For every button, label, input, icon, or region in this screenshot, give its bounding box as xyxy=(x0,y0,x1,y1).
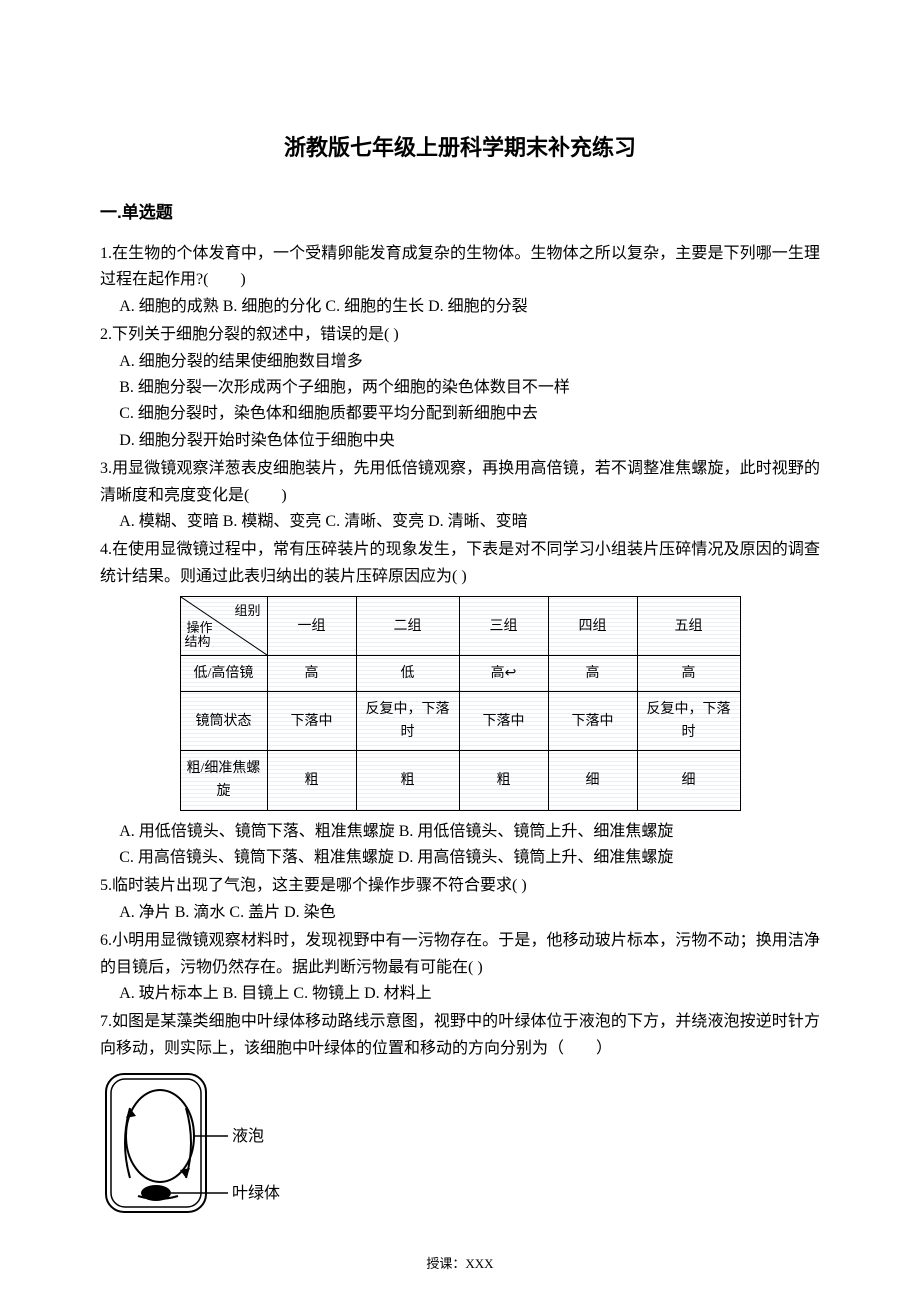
q4-table: 组别 操作 结构 一组 二组 三组 四组 五组 低/高倍镜 高 低 高↩ xyxy=(180,596,741,810)
cell-diagram-icon: 液泡 叶绿体 xyxy=(100,1068,290,1218)
question-7: 7.如图是某藻类细胞中叶绿体移动路线示意图，视野中的叶绿体位于液泡的下方，并绕液… xyxy=(100,1009,820,1227)
question-6: 6.小明用显微镜观察材料时，发现视野中有一污物存在。于是，他移动玻片标本，污物不… xyxy=(100,928,820,1007)
row1-c0: 下落中 xyxy=(267,692,356,751)
question-5: 5.临时装片出现了气泡，这主要是哪个操作步骤不符合要求( ) A. 净片 B. … xyxy=(100,873,820,926)
row0-c4: 高 xyxy=(637,656,740,692)
table-row: 粗/细准焦螺旋 粗 粗 粗 细 细 xyxy=(180,751,740,810)
q5-text: 5.临时装片出现了气泡，这主要是哪个操作步骤不符合要求( ) xyxy=(100,873,820,899)
row1-label: 镜筒状态 xyxy=(180,692,267,751)
row2-c1: 粗 xyxy=(356,751,459,810)
row2-label: 粗/细准焦螺旋 xyxy=(180,751,267,810)
table-col-3: 三组 xyxy=(459,597,548,656)
q7-text: 7.如图是某藻类细胞中叶绿体移动路线示意图，视野中的叶绿体位于液泡的下方，并绕液… xyxy=(100,1009,820,1062)
q2-opt-b: B. 细胞分裂一次形成两个子细胞，两个细胞的染色体数目不一样 xyxy=(119,375,820,401)
q4-text: 4.在使用显微镜过程中，常有压碎装片的现象发生，下表是对不同学习小组装片压碎情况… xyxy=(100,537,820,590)
q2-text: 2.下列关于细胞分裂的叙述中，错误的是( ) xyxy=(100,322,820,348)
table-col-4: 四组 xyxy=(548,597,637,656)
row1-c4: 反复中，下落时 xyxy=(637,692,740,751)
row2-c0: 粗 xyxy=(267,751,356,810)
question-1: 1.在生物的个体发育中，一个受精卵能发育成复杂的生物体。生物体之所以复杂，主要是… xyxy=(100,241,820,320)
q3-text: 3.用显微镜观察洋葱表皮细胞装片，先用低倍镜观察，再换用高倍镜，若不调整准焦螺旋… xyxy=(100,456,820,509)
q2-opt-c: C. 细胞分裂时，染色体和细胞质都要平均分配到新细胞中去 xyxy=(119,401,820,427)
row2-c4: 细 xyxy=(637,751,740,810)
q2-opt-a: A. 细胞分裂的结果使细胞数目增多 xyxy=(119,349,820,375)
diag-top-label: 组别 xyxy=(234,600,260,621)
q4-opts-line2: C. 用高倍镜头、镜筒下落、粗准焦螺旋 D. 用高倍镜头、镜筒上升、细准焦螺旋 xyxy=(119,845,820,871)
diag-bot-label: 结构 xyxy=(185,631,211,652)
table-col-1: 一组 xyxy=(267,597,356,656)
row0-c0: 高 xyxy=(267,656,356,692)
row0-c1: 低 xyxy=(356,656,459,692)
q3-options: A. 模糊、变暗 B. 模糊、变亮 C. 清晰、变亮 D. 清晰、变暗 xyxy=(100,509,820,535)
q5-options: A. 净片 B. 滴水 C. 盖片 D. 染色 xyxy=(100,900,820,926)
row1-c2: 下落中 xyxy=(459,692,548,751)
table-row: 镜筒状态 下落中 反复中，下落时 下落中 下落中 反复中，下落时 xyxy=(180,692,740,751)
table-col-5: 五组 xyxy=(637,597,740,656)
row0-c3: 高 xyxy=(548,656,637,692)
question-2: 2.下列关于细胞分裂的叙述中，错误的是( ) A. 细胞分裂的结果使细胞数目增多… xyxy=(100,322,820,454)
q1-text: 1.在生物的个体发育中，一个受精卵能发育成复杂的生物体。生物体之所以复杂，主要是… xyxy=(100,241,820,294)
q1-options: A. 细胞的成熟 B. 细胞的分化 C. 细胞的生长 D. 细胞的分裂 xyxy=(100,294,820,320)
row2-c3: 细 xyxy=(548,751,637,810)
chloroplast-label: 叶绿体 xyxy=(232,1184,280,1202)
q6-text: 6.小明用显微镜观察材料时，发现视野中有一污物存在。于是，他移动玻片标本，污物不… xyxy=(100,928,820,981)
q2-opt-d: D. 细胞分裂开始时染色体位于细胞中央 xyxy=(119,428,820,454)
question-3: 3.用显微镜观察洋葱表皮细胞装片，先用低倍镜观察，再换用高倍镜，若不调整准焦螺旋… xyxy=(100,456,820,535)
row0-label: 低/高倍镜 xyxy=(180,656,267,692)
q6-options: A. 玻片标本上 B. 目镜上 C. 物镜上 D. 材料上 xyxy=(100,981,820,1007)
page-title: 浙教版七年级上册科学期末补充练习 xyxy=(100,130,820,162)
row2-c2: 粗 xyxy=(459,751,548,810)
q7-figure: 液泡 叶绿体 xyxy=(100,1068,820,1227)
vacuole-label: 液泡 xyxy=(232,1127,264,1145)
table-header-row: 组别 操作 结构 一组 二组 三组 四组 五组 xyxy=(180,597,740,656)
question-4: 4.在使用显微镜过程中，常有压碎装片的现象发生，下表是对不同学习小组装片压碎情况… xyxy=(100,537,820,871)
q4-opts-line1: A. 用低倍镜头、镜筒下落、粗准焦螺旋 B. 用低倍镜头、镜筒上升、细准焦螺旋 xyxy=(119,819,820,845)
table-col-2: 二组 xyxy=(356,597,459,656)
row0-c2: 高↩ xyxy=(459,656,548,692)
row1-c3: 下落中 xyxy=(548,692,637,751)
table-diag-header: 组别 操作 结构 xyxy=(180,597,267,656)
table-row: 低/高倍镜 高 低 高↩ 高 高 xyxy=(180,656,740,692)
section-heading: 一.单选题 xyxy=(100,198,820,223)
page-footer: 授课：XXX xyxy=(100,1253,820,1272)
row1-c1: 反复中，下落时 xyxy=(356,692,459,751)
